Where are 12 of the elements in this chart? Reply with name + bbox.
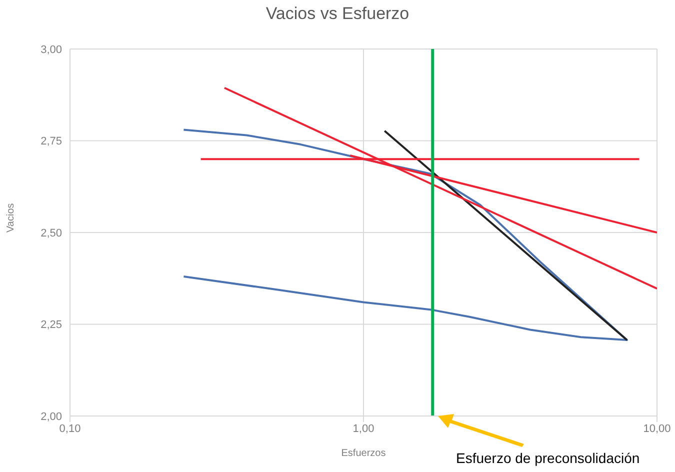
y-tick-label: 2,00 (40, 410, 62, 423)
y-tick-label: 2,25 (40, 319, 62, 332)
y-tick-label: 2,50 (40, 227, 62, 240)
chart-title: Vacios vs Esfuerzo (264, 4, 410, 24)
y-tick-label: 2,75 (40, 136, 62, 148)
x-tick-label: 1,00 (352, 422, 374, 435)
y-tick-label: 3,00 (40, 44, 62, 56)
x-tick-label: 10,00 (643, 422, 671, 435)
text: Esfuerzo de preconsolidación (456, 450, 640, 466)
x-tick-label: 0,10 (59, 422, 81, 435)
y-axis-title: Vacios (6, 203, 17, 232)
x-axis-title: Esfuerzos (341, 448, 386, 459)
